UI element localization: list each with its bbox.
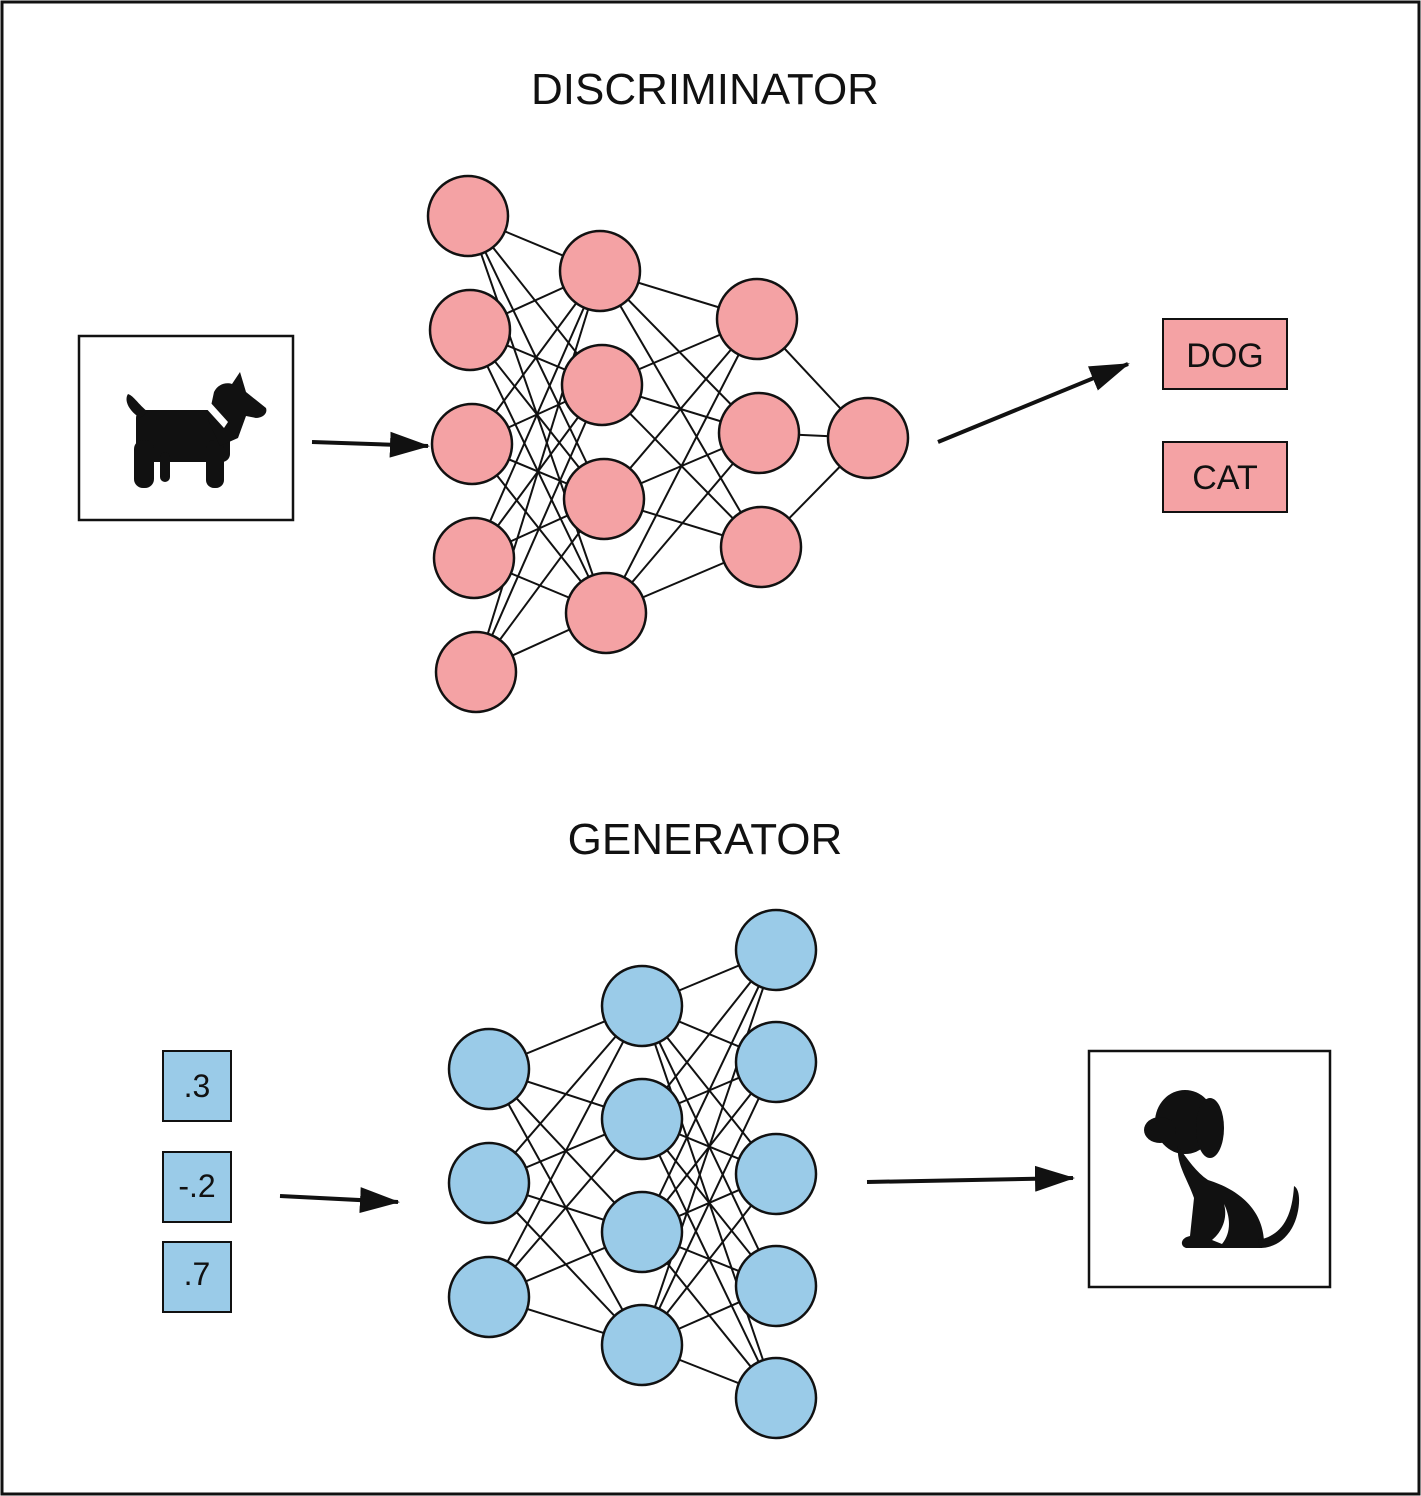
standing-dog-icon xyxy=(126,372,267,488)
noise-input-1: .3 xyxy=(162,1050,232,1122)
noise-value-3: .7 xyxy=(184,1256,211,1292)
noise-input-3: .7 xyxy=(162,1241,232,1313)
discriminator-node-l2-2 xyxy=(719,505,803,589)
discriminator-node-l1-0 xyxy=(558,229,642,313)
generator-node-l0-1 xyxy=(447,1141,531,1225)
discriminator-node-l0-3 xyxy=(432,516,516,600)
noise-value-1: .3 xyxy=(184,1068,211,1104)
discriminator-edge-l1-3-0 xyxy=(605,318,758,614)
cat-label-text: CAT xyxy=(1192,459,1257,497)
dog-label-box xyxy=(1162,318,1288,390)
generator-node-l1-2 xyxy=(600,1190,684,1274)
generator-node-l1-1 xyxy=(600,1077,684,1161)
generator-node-l2-3 xyxy=(734,1244,818,1328)
noise-value-2: -.2 xyxy=(178,1168,215,1204)
discriminator-node-l0-0 xyxy=(426,174,510,258)
generator-network xyxy=(447,908,818,1440)
discriminator-node-l2-0 xyxy=(715,277,799,361)
noise-input-2: -.2 xyxy=(162,1151,232,1223)
generator-node-l2-2 xyxy=(734,1132,818,1216)
generator-node-l0-2 xyxy=(447,1255,531,1339)
discriminator-to-output-arrow xyxy=(937,362,1130,444)
noise-box-2 xyxy=(162,1151,232,1223)
generator-node-l2-0 xyxy=(734,908,818,992)
dog-label-text: DOG xyxy=(1186,337,1263,375)
discriminator-node-l1-2 xyxy=(562,457,646,541)
generator-title: GENERATOR xyxy=(568,815,843,864)
discriminator-node-l0-1 xyxy=(428,288,512,372)
cat-label-box xyxy=(1162,441,1288,513)
generator-edge-l0-2-0 xyxy=(488,1005,643,1298)
output-label-cat: CAT xyxy=(1162,441,1288,513)
discriminator-node-l1-1 xyxy=(560,343,644,427)
generator-node-l1-3 xyxy=(600,1303,684,1387)
discriminator-node-l0-4 xyxy=(434,630,518,714)
discriminator-network xyxy=(426,174,910,714)
discriminator-node-l3-0 xyxy=(826,396,910,480)
dog-haunch-highlight xyxy=(1212,1204,1229,1244)
output-image-frame xyxy=(1087,1049,1332,1289)
discriminator-node-l0-2 xyxy=(430,402,514,486)
discriminator-edge-l0-3-0 xyxy=(473,270,601,559)
output-label-dog: DOG xyxy=(1162,318,1288,390)
dog-collar xyxy=(204,402,228,428)
noise-box-1 xyxy=(162,1050,232,1122)
input-to-discriminator-arrow xyxy=(311,431,430,458)
noise-box-3 xyxy=(162,1241,232,1313)
generator-output-image xyxy=(1087,1049,1332,1289)
discriminator-input-image xyxy=(77,334,295,522)
discriminator-edge-l0-4-0 xyxy=(475,270,601,673)
generator-node-l2-4 xyxy=(734,1356,818,1440)
noise-to-generator-arrow xyxy=(279,1187,400,1214)
discriminator-edge-l0-4-1 xyxy=(475,384,603,673)
discriminator-title: DISCRIMINATOR xyxy=(531,65,879,114)
discriminator-node-l1-3 xyxy=(564,571,648,655)
generator-edge-l1-3-0 xyxy=(641,949,777,1346)
generator-to-output-arrow xyxy=(866,1165,1075,1192)
generator-node-l1-0 xyxy=(600,964,684,1048)
generator-edge-l1-3-1 xyxy=(641,1061,777,1346)
sitting-dog-icon xyxy=(1144,1090,1300,1248)
generator-edge-l1-2-0 xyxy=(641,949,777,1233)
generator-node-l2-1 xyxy=(734,1020,818,1104)
generator-node-l0-0 xyxy=(447,1027,531,1111)
discriminator-node-l2-1 xyxy=(717,391,801,475)
